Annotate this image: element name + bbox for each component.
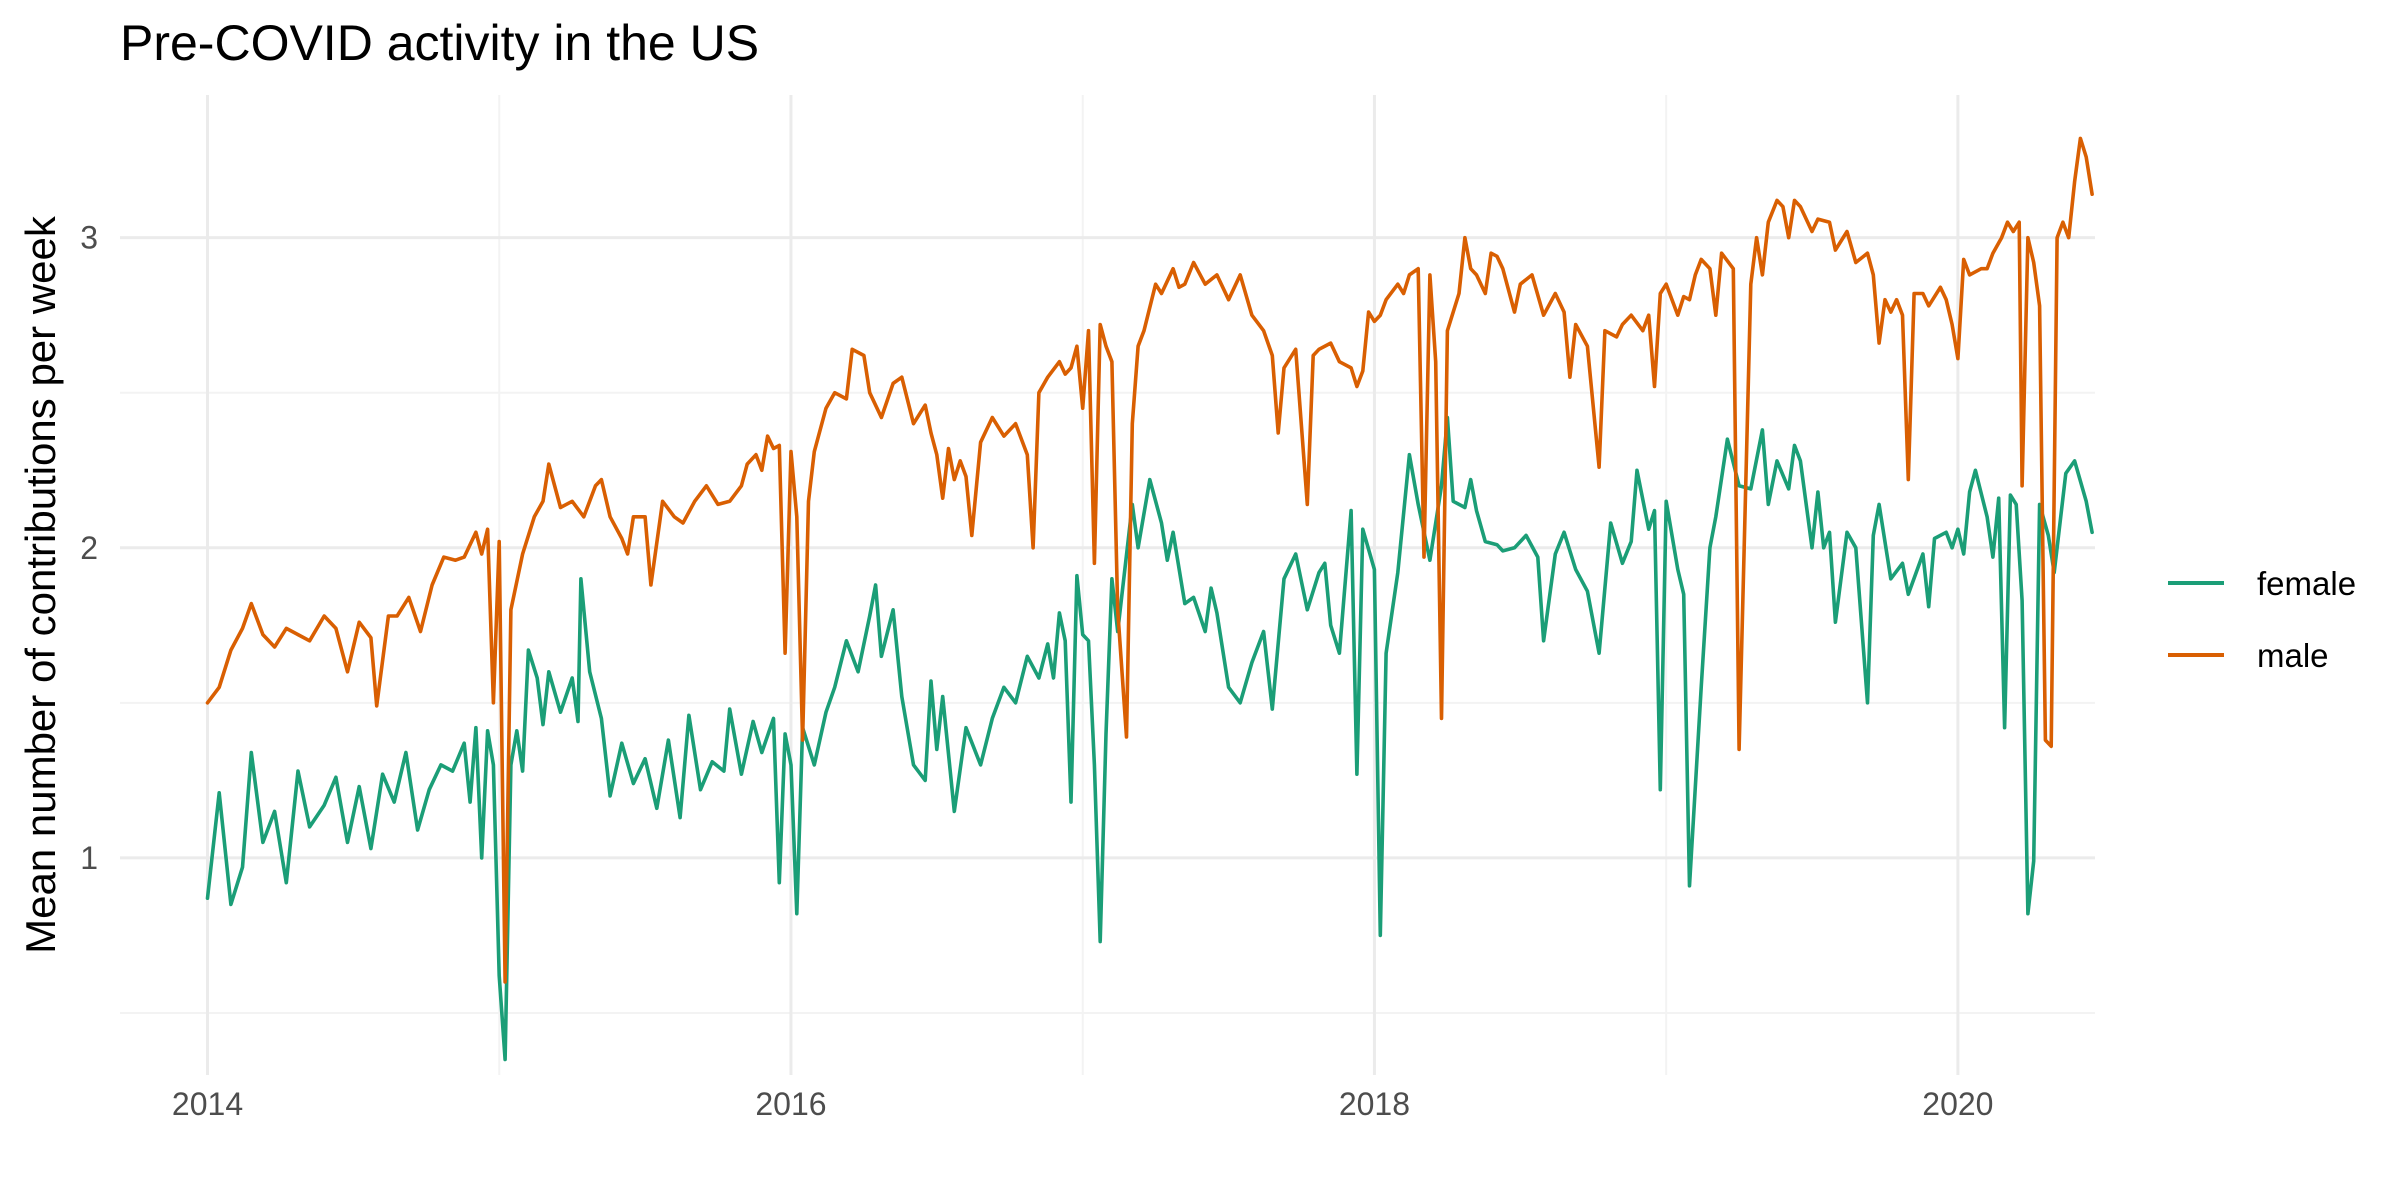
y-tick-label: 2: [80, 530, 98, 566]
series-lines: [205, 136, 2094, 1062]
x-tick-label: 2014: [172, 1086, 243, 1122]
x-tick-label: 2018: [1339, 1086, 1410, 1122]
chart-title: Pre-COVID activity in the US: [120, 15, 759, 71]
y-axis-label: Mean number of contributions per week: [17, 215, 64, 954]
y-tick-label: 1: [80, 840, 98, 876]
legend: female male: [2168, 565, 2356, 674]
y-tick-label: 3: [80, 220, 98, 256]
x-tick-label: 2020: [1922, 1086, 1993, 1122]
plot-grid: [120, 95, 2095, 1075]
legend-label-female: female: [2257, 565, 2356, 602]
series-line-male: [205, 136, 2094, 984]
y-axis-tick-labels: 1 2 3: [80, 220, 98, 876]
series-line-female: [205, 415, 2094, 1062]
x-axis-tick-labels: 2014 2016 2018 2020: [172, 1086, 1994, 1122]
x-tick-label: 2016: [755, 1086, 826, 1122]
legend-label-male: male: [2257, 637, 2329, 674]
